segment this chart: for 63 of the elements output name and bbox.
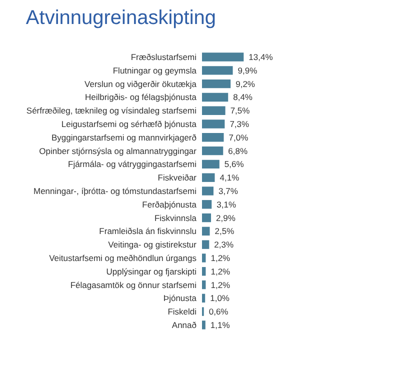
bar	[202, 200, 212, 209]
data-label: 2,5%	[214, 226, 235, 236]
y-tick-label: Flutningar og geymsla	[112, 65, 197, 76]
y-tick-label: Heilbrigðis- og félagsþjónusta	[84, 92, 197, 102]
bar	[202, 294, 206, 303]
y-tick-label: Þjónusta	[163, 293, 197, 304]
y-tick-label: Framleiðsla án fiskvinnslu	[99, 226, 197, 236]
data-label: 3,1%	[216, 199, 236, 210]
bar	[202, 146, 224, 156]
data-label: 1,2%	[210, 280, 231, 290]
data-label: 1,1%	[210, 320, 230, 330]
chart-title: Atvinnugreinaskipting	[26, 7, 216, 29]
y-tick-label: Upplýsingar og fjarskipti	[106, 266, 197, 276]
data-label: 7,0%	[228, 132, 249, 142]
bar	[202, 173, 215, 182]
y-tick-label: Opinber stjórnsýsla og almannatryggingar	[39, 146, 197, 156]
bar	[202, 254, 206, 262]
bar	[202, 280, 206, 290]
bar	[202, 320, 206, 330]
bar	[202, 267, 206, 276]
y-tick-label: Verslun og viðgerðir ökutækja	[84, 78, 197, 89]
data-label: 5,6%	[224, 159, 244, 170]
y-tick-label: Fjármála- og vátryggingastarfsemi	[68, 159, 197, 170]
y-tick-label: Byggingarstarfsemi og mannvirkjagerð	[51, 132, 197, 142]
y-tick-label: Fiskvinnsla	[154, 212, 197, 223]
data-label: 7,5%	[230, 106, 250, 116]
data-label: 4,1%	[220, 172, 240, 183]
y-tick-label: Ferðaþjónusta	[142, 199, 197, 210]
y-tick-label: Fræðslustarfsemi	[130, 52, 197, 62]
data-label: 1,2%	[210, 266, 231, 276]
data-label: 0,6%	[208, 306, 229, 317]
bar	[202, 106, 226, 115]
data-label: 2,3%	[214, 240, 234, 250]
y-tick-label: Veitinga- og gistirekstur	[108, 240, 197, 250]
data-label: 9,2%	[236, 78, 256, 89]
bar	[202, 66, 233, 75]
data-label: 13,4%	[248, 52, 274, 62]
y-tick-label: Fiskeldi	[168, 306, 197, 317]
data-label: 1,2%	[210, 252, 231, 263]
y-tick-label: Félagasamtök og önnur starfsemi	[70, 280, 197, 290]
bar	[202, 133, 224, 142]
y-tick-label: Annað	[172, 320, 197, 330]
y-tick-label: Veitustarfsemi og meðhöndlun úrgangs	[49, 252, 196, 263]
data-label: 6,8%	[228, 146, 248, 156]
data-label: 8,4%	[233, 92, 253, 102]
bar	[202, 186, 214, 196]
bar	[202, 79, 231, 88]
data-label: 3,7%	[218, 186, 238, 196]
y-tick-label: Fiskveiðar	[158, 172, 197, 183]
bar	[202, 52, 244, 62]
bar	[202, 213, 212, 222]
y-tick-label: Menningar-, íþrótta- og tómstundastarfsemi	[34, 186, 197, 196]
data-label: 9,9%	[238, 65, 258, 76]
bar	[202, 120, 225, 128]
bar	[202, 226, 210, 236]
data-label: 1,0%	[210, 293, 230, 304]
y-tick-label: Sérfræðileg, tæknileg og vísindaleg starfsemi	[26, 106, 197, 116]
y-tick-label: Leigustarfsemi og sérhæfð þjónusta	[61, 119, 197, 130]
bar	[202, 92, 228, 102]
bar	[202, 240, 210, 249]
data-label: 7,3%	[230, 119, 250, 130]
data-label: 2,9%	[216, 212, 236, 223]
bar	[202, 160, 220, 169]
